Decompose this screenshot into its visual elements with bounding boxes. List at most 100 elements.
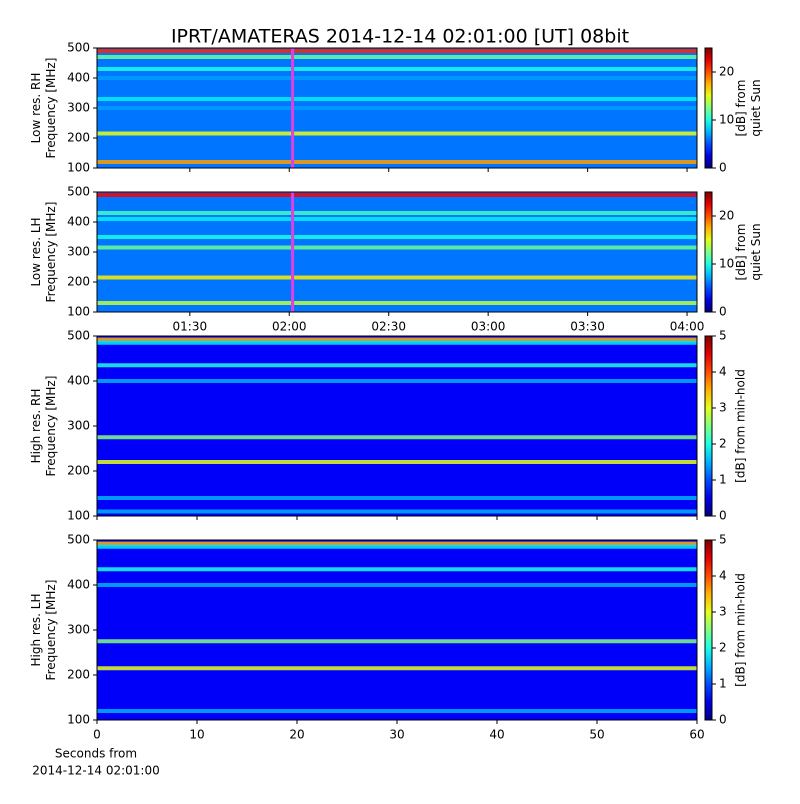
y-axis-label: High res. RH [29,389,43,464]
y-tick-label: 100 [67,161,90,175]
x-tick-label: 03:30 [570,320,605,334]
colorbar-label: quiet Sun [749,79,763,136]
x-tick-label: 20 [289,728,304,742]
spectral-band [97,460,697,464]
y-tick-label: 300 [67,245,90,259]
x-tick-label: 01:30 [173,320,208,334]
y-axis-label: Frequency [MHz] [44,376,58,477]
colorbar-tick-label: 2 [719,437,727,451]
spectrogram-background [97,540,697,720]
spectral-band [97,245,697,250]
colorbar-tick-label: 4 [719,569,727,583]
y-axis-label: Low res. LH [29,217,43,286]
spectral-band [97,567,697,572]
x-tick-label: 40 [489,728,504,742]
colorbar [704,47,713,169]
x-tick-label: 10 [189,728,204,742]
colorbar-tick-label: 0 [719,713,727,727]
figure-title: IPRT/AMATERAS 2014-12-14 02:01:00 [UT] 0… [171,26,629,48]
y-tick-label: 200 [67,668,90,682]
spectral-band [97,544,697,549]
y-axis-label: High res. LH [29,593,43,666]
colorbar-tick-label: 1 [719,677,727,691]
y-tick-label: 300 [67,623,90,637]
colorbar-label: [dB] from [734,80,748,137]
y-tick-label: 400 [67,71,90,85]
y-axis-label: Frequency [MHz] [44,580,58,681]
x-axis-label: Seconds from [55,747,137,761]
spectral-band [97,496,697,500]
spectral-band [97,67,697,71]
spectral-band [97,337,697,342]
spectral-band [97,106,697,110]
x-tick-label: 30 [389,728,404,742]
y-axis-label: Frequency [MHz] [44,202,58,303]
spectral-band [97,160,697,164]
spectral-band [97,97,697,101]
colorbar-label: [dB] from min-hold [734,369,748,483]
y-tick-label: 300 [67,101,90,115]
colorbar-tick-label: 10 [719,113,734,127]
colorbar-tick-label: 20 [719,209,734,223]
spectral-band [97,340,697,345]
x-tick-label: 0 [93,728,101,742]
spectral-band [97,193,697,197]
colorbar [704,335,713,517]
colorbar-tick-label: 0 [719,161,727,175]
spectral-band [97,709,697,713]
spectral-band [97,379,697,383]
colorbar-label: quiet Sun [749,223,763,280]
spectral-band [97,217,697,221]
y-tick-label: 400 [67,215,90,229]
y-tick-label: 500 [67,41,90,55]
y-tick-label: 500 [67,329,90,343]
colorbar-tick-label: 20 [719,65,734,79]
colorbar-tick-label: 5 [719,533,727,547]
spectral-band [97,49,697,53]
colorbar-tick-label: 3 [719,605,727,619]
spectral-band [97,509,697,514]
y-tick-label: 200 [67,131,90,145]
colorbar-tick-label: 4 [719,365,727,379]
x-axis-label: 2014-12-14 02:01:00 [32,764,159,778]
colorbar-tick-label: 1 [719,473,727,487]
x-tick-label: 60 [689,728,704,742]
spectral-band [97,363,697,368]
spectral-band [97,639,697,644]
spectral-band [97,275,697,280]
colorbar-label: [dB] from min-hold [734,573,748,687]
y-tick-label: 500 [67,185,90,199]
colorbar [704,191,713,313]
colorbar-tick-label: 5 [719,329,727,343]
y-axis-label: Low res. RH [29,73,43,144]
y-tick-label: 400 [67,578,90,592]
x-tick-label: 04:00 [670,320,705,334]
y-tick-label: 100 [67,509,90,523]
x-tick-label: 02:30 [371,320,406,334]
spectral-band [97,435,697,440]
colorbar-tick-label: 3 [719,401,727,415]
y-tick-label: 400 [67,374,90,388]
colorbar-label: [dB] from [734,224,748,281]
y-tick-label: 100 [67,713,90,727]
x-tick-label: 02:00 [272,320,307,334]
spectral-band [97,211,697,215]
spectrogram-background [97,336,697,516]
colorbar-tick-label: 2 [719,641,727,655]
spectral-band [97,541,697,546]
y-tick-label: 200 [67,275,90,289]
y-tick-label: 100 [67,305,90,319]
y-axis-label: Frequency [MHz] [44,58,58,159]
spectral-band [97,76,697,80]
spectral-band [97,666,697,671]
spectral-band [97,131,697,136]
colorbar [704,539,713,721]
y-tick-label: 200 [67,464,90,478]
x-tick-label: 03:00 [471,320,506,334]
spectral-band [97,583,697,587]
y-tick-label: 500 [67,533,90,547]
x-tick-label: 50 [589,728,604,742]
colorbar-tick-label: 0 [719,509,727,523]
spectrogram-background [97,192,697,312]
